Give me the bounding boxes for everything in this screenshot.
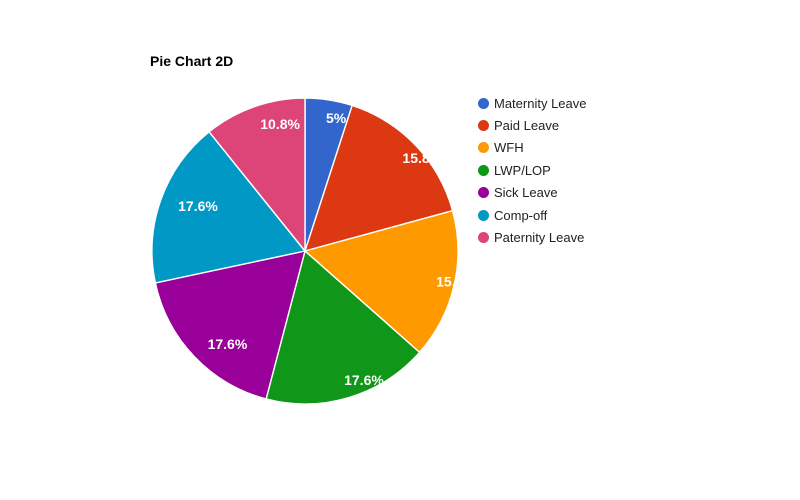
legend-item-paternity-leave[interactable]: Paternity Leave <box>478 226 587 248</box>
legend-item-label: Comp-off <box>494 207 548 223</box>
legend-color-dot-icon <box>478 187 489 199</box>
legend-item-label: Maternity Leave <box>494 95 587 111</box>
legend: Maternity Leave Paid Leave WFH LWP/LOP Sick … <box>478 92 587 249</box>
legend-item-sick-leave[interactable]: Sick Leave <box>478 182 587 204</box>
legend-color-dot-icon <box>478 209 489 221</box>
legend-item-label: Sick Leave <box>494 185 558 201</box>
pie-slice-comp-off[interactable] <box>151 131 306 284</box>
legend-item-comp-off[interactable]: Comp-off <box>478 204 587 226</box>
legend-item-paid-leave[interactable]: Paid Leave <box>478 114 587 136</box>
legend-color-dot-icon <box>478 142 489 154</box>
legend-item-label: LWP/LOP <box>494 162 551 178</box>
legend-color-dot-icon <box>478 120 489 132</box>
pie-slice-lwp-lop[interactable] <box>265 250 421 405</box>
legend-color-dot-icon <box>478 164 489 176</box>
legend-item-maternity-leave[interactable]: Maternity Leave <box>478 92 587 114</box>
legend-color-dot-icon <box>478 97 489 109</box>
legend-item-lwp-lop[interactable]: LWP/LOP <box>478 159 587 181</box>
pie-slice-sick-leave[interactable] <box>154 250 306 400</box>
pie-slice-wfh[interactable] <box>304 210 459 354</box>
pie-slice-paternity-leave[interactable] <box>208 97 306 252</box>
legend-item-wfh[interactable]: WFH <box>478 137 587 159</box>
legend-item-label: WFH <box>494 140 524 156</box>
legend-item-label: Paternity Leave <box>494 230 585 246</box>
chart-title: Pie Chart 2D <box>150 53 234 69</box>
legend-item-label: Paid Leave <box>494 118 560 134</box>
pie-slice-paid-leave[interactable] <box>304 104 454 252</box>
legend-color-dot-icon <box>478 232 489 244</box>
